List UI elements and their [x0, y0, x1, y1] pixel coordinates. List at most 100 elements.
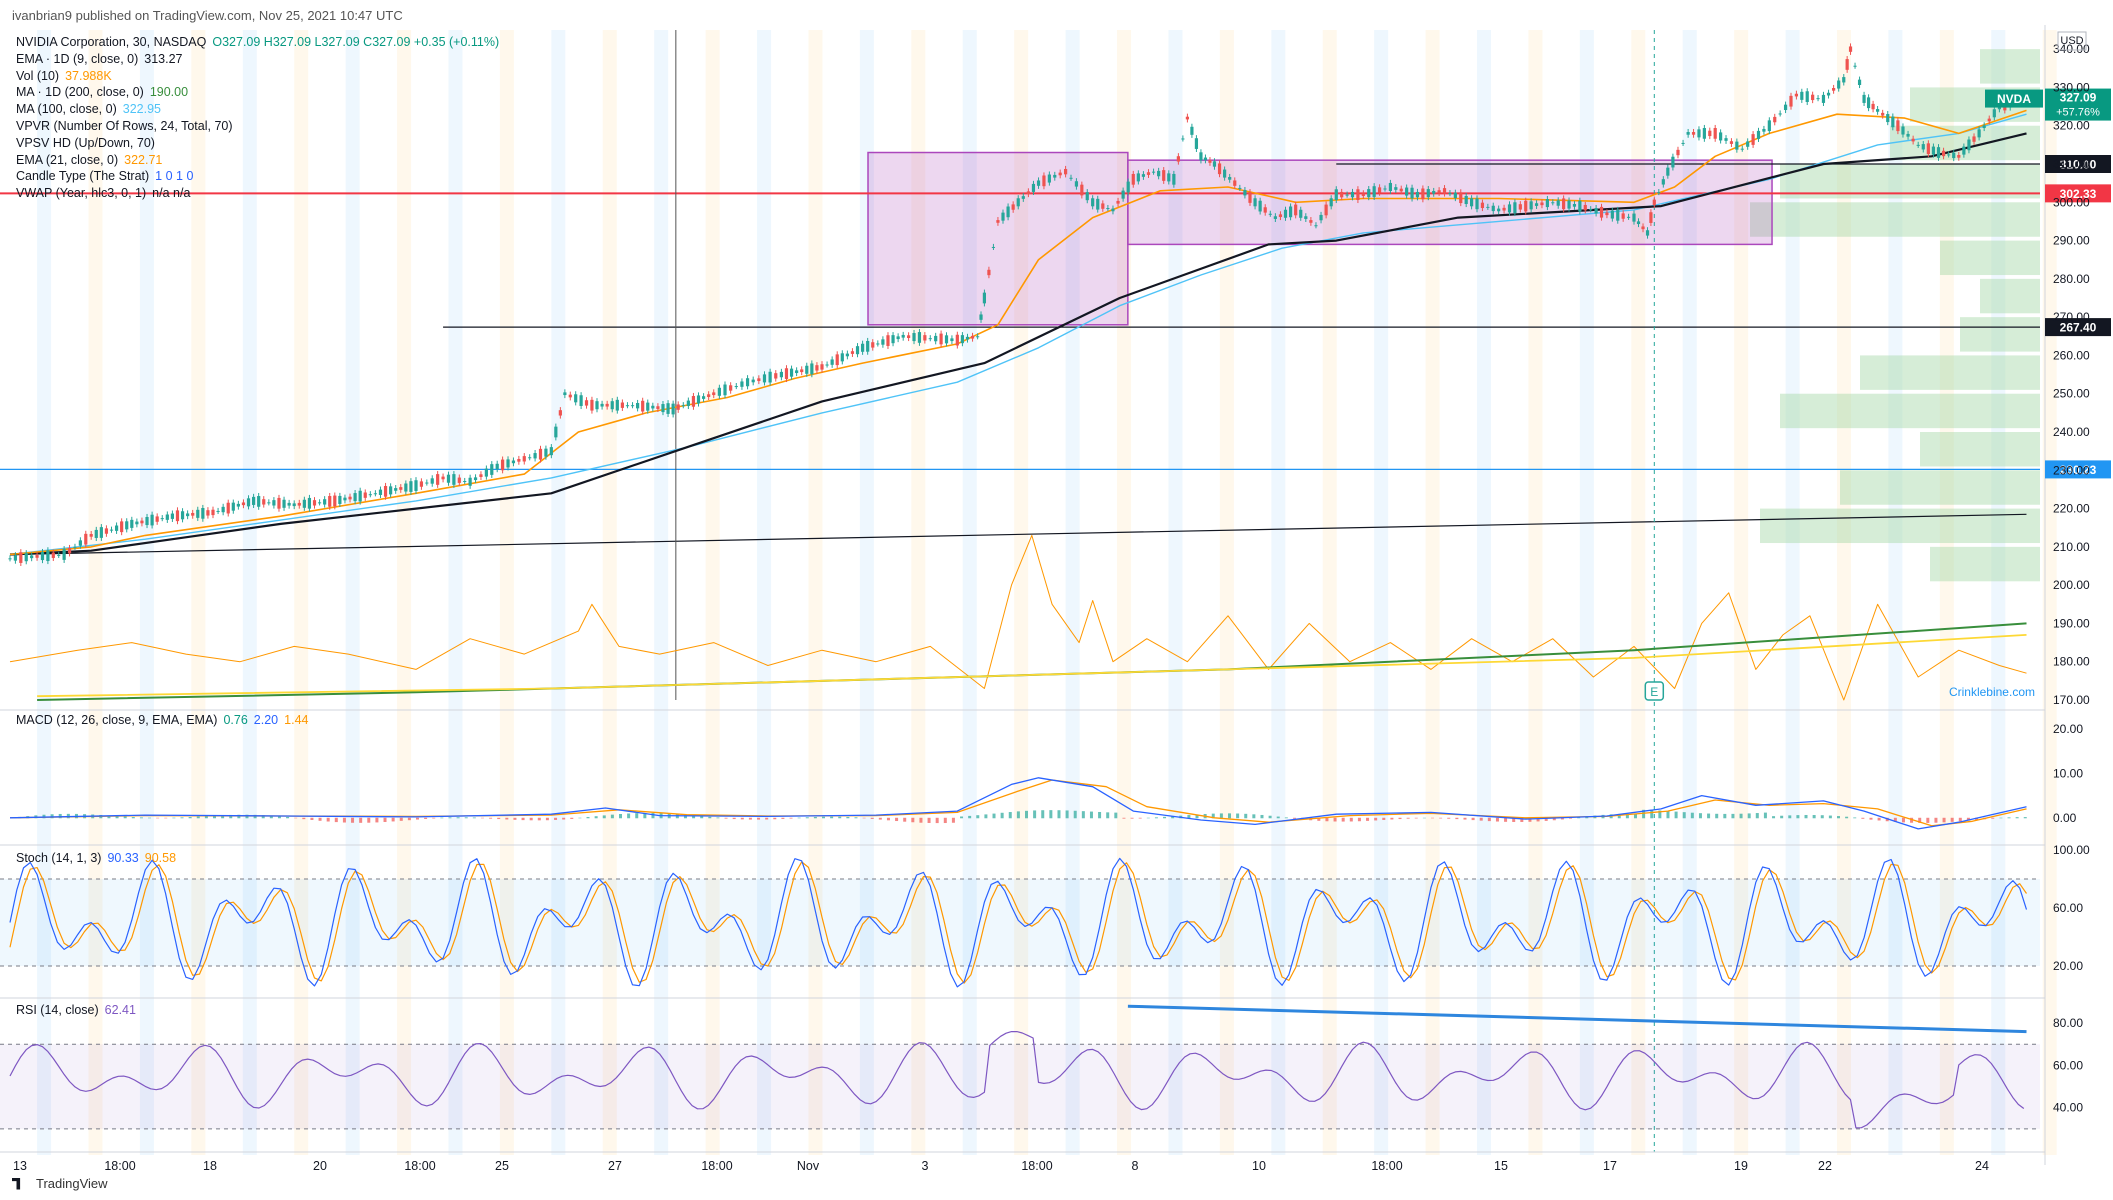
candle-body	[1383, 188, 1387, 190]
candle-body	[1263, 207, 1267, 213]
macd-histogram-bar	[1406, 817, 1410, 819]
candle-body	[348, 496, 352, 500]
macd-histogram-bar	[383, 817, 387, 822]
stoch-axis-tick: 100.00	[2053, 843, 2090, 857]
time-axis-tick: 27	[608, 1159, 622, 1173]
macd-histogram-bar	[1041, 810, 1045, 819]
session-shade	[88, 30, 103, 1155]
rsi-label: RSI (14, close)	[16, 1003, 99, 1017]
candle-body	[1896, 120, 1900, 132]
macd-histogram-bar	[1268, 815, 1272, 819]
macd-histogram-bar	[1057, 810, 1061, 819]
macd-axis-tick: 20.00	[2053, 722, 2083, 736]
candle-body	[1941, 150, 1946, 157]
macd-histogram-bar	[1569, 817, 1573, 819]
candle-body	[1756, 130, 1761, 139]
volume-profile-bar	[1780, 393, 2040, 429]
candle-body	[1857, 79, 1862, 86]
macd-histogram-bar	[334, 817, 338, 823]
macd-histogram-bar	[50, 814, 54, 819]
main-legend: NVIDIA Corporation, 30, NASDAQ O327.09 H3…	[16, 34, 499, 202]
macd-histogram-bar	[708, 816, 712, 819]
candle-body	[211, 509, 215, 516]
candle-body	[46, 550, 50, 562]
candle-body	[676, 404, 680, 410]
macd-histogram-bar	[1658, 810, 1662, 819]
macd-histogram-bar	[1512, 817, 1516, 822]
candle-body	[1708, 130, 1712, 137]
price-axis-tick: 310.00	[2053, 157, 2090, 171]
macd-histogram-bar	[416, 817, 419, 820]
candle-body	[1253, 198, 1257, 207]
candle-body	[1967, 139, 1971, 151]
macd-histogram-bar	[1325, 817, 1329, 822]
candle-body	[970, 335, 975, 339]
macd-histogram-bar	[903, 817, 907, 822]
current-price-value: 327.09	[2060, 91, 2097, 105]
session-shade	[1168, 30, 1183, 1155]
candle-body	[473, 477, 478, 481]
macd-histogram-bar	[489, 817, 493, 819]
session-shade	[2042, 30, 2057, 1155]
ma100-line	[9, 113, 2027, 556]
rsi-trendline	[1127, 1004, 2027, 1034]
macd-histogram-bar	[399, 817, 403, 821]
macd-histogram-bar	[968, 815, 972, 819]
macd-histogram-bar	[302, 817, 306, 820]
candle-body	[1826, 92, 1831, 96]
rsi-legend: RSI (14, close) 62.41	[16, 1003, 136, 1017]
macd-histogram-bar	[1788, 815, 1792, 819]
macd-histogram-bar	[1341, 817, 1345, 822]
session-shade	[1837, 30, 1851, 1155]
candle-body	[409, 481, 413, 492]
macd-histogram-bar	[927, 817, 931, 823]
session-shade	[294, 30, 309, 1155]
macd-histogram-bar	[172, 817, 176, 819]
session-shade	[1888, 30, 1903, 1155]
candle-body	[1676, 149, 1680, 156]
candle-body	[425, 482, 429, 484]
candle-body	[399, 487, 403, 490]
candle-body	[120, 521, 124, 533]
macd-histogram-bar	[757, 817, 761, 820]
macd-histogram-bar	[1471, 817, 1475, 821]
legend-row: VWAP (Year, hlc3, 0, 1) n/a n/a	[16, 185, 499, 202]
candle-body	[1217, 163, 1222, 175]
macd-histogram-bar	[1033, 810, 1037, 819]
candle-body	[1011, 204, 1015, 210]
macd-histogram-bar	[870, 817, 874, 819]
candle-body	[1146, 172, 1151, 175]
candle-body	[976, 336, 980, 338]
candle-body	[252, 496, 256, 505]
macd-histogram-bar	[1999, 817, 2003, 819]
candle-body	[1719, 132, 1723, 141]
time-axis-tick: Nov	[797, 1159, 820, 1173]
candle-body	[600, 403, 604, 407]
session-shade	[1219, 30, 1234, 1155]
candle-body	[1947, 154, 1951, 156]
candle-body	[441, 476, 445, 480]
macd-histogram-bar	[529, 817, 533, 821]
macd-histogram-bar	[1130, 817, 1134, 819]
candle-body	[35, 555, 39, 558]
macd-histogram-bar	[1617, 813, 1621, 819]
candle-body	[1442, 188, 1447, 194]
candle-body	[734, 386, 738, 388]
candle-body	[1891, 116, 1895, 128]
legend-label: Candle Type (The Strat)	[16, 169, 150, 184]
candle-body	[221, 506, 225, 513]
candle-body	[84, 533, 88, 545]
candle-body	[1832, 88, 1836, 91]
rsi-line	[9, 1030, 2025, 1129]
macd-histogram-bar	[1357, 817, 1361, 822]
macd-histogram-bar	[1073, 810, 1077, 819]
candle-body	[950, 338, 954, 342]
candle-body	[1248, 192, 1252, 203]
candle-body	[99, 527, 103, 538]
macd-histogram-bar	[1950, 817, 1954, 822]
candle-body	[1268, 213, 1272, 215]
candle-body	[745, 378, 750, 387]
legend-row: MA · 1D (200, close, 0) 190.00	[16, 84, 499, 101]
candle-body	[1866, 97, 1871, 109]
